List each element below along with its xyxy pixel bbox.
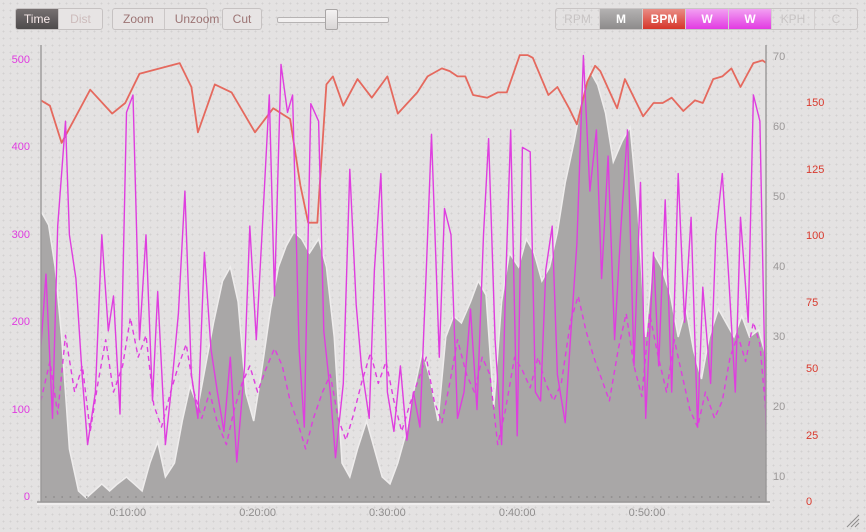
toggle-w-3[interactable]: W bbox=[685, 9, 728, 29]
series-altitude-edge bbox=[41, 69, 766, 500]
toggle-w-4[interactable]: W bbox=[728, 9, 771, 29]
time-tick-0:50:00: 0:50:00 bbox=[628, 507, 666, 519]
unzoom-button[interactable]: Unzoom bbox=[163, 9, 230, 29]
watts-tick-500: 500 bbox=[11, 54, 30, 66]
bpm-tick-75: 75 bbox=[806, 296, 819, 309]
watts-tick-200: 200 bbox=[11, 316, 30, 329]
series-power bbox=[41, 54, 766, 463]
cut-button[interactable]: Cut bbox=[222, 8, 262, 30]
toggle-kph-5[interactable]: KPH bbox=[771, 9, 814, 29]
series-power-smoothed bbox=[41, 295, 766, 450]
meters-tick-50: 50 bbox=[773, 191, 786, 203]
time-tick-0:20:00: 0:20:00 bbox=[239, 507, 276, 519]
toggle-rpm-0[interactable]: RPM bbox=[564, 12, 591, 26]
time-dist-group: Time Dist bbox=[15, 8, 103, 30]
time-tick-0:30:00: 0:30:00 bbox=[369, 507, 406, 519]
resize-grip-icon[interactable] bbox=[846, 514, 860, 528]
toggle-bpm-2[interactable]: BPM bbox=[642, 9, 685, 29]
bpm-tick-25: 25 bbox=[806, 429, 819, 442]
toggle-m-1[interactable]: M bbox=[599, 9, 642, 29]
meters-tick-60: 60 bbox=[773, 121, 786, 133]
watts-tick-300: 300 bbox=[11, 228, 30, 241]
series-altitude bbox=[41, 71, 766, 502]
bpm-tick-0: 0 bbox=[806, 496, 813, 508]
meters-tick-20: 20 bbox=[773, 401, 786, 413]
bpm-tick-50: 50 bbox=[806, 363, 819, 375]
series-heartrate bbox=[41, 54, 766, 224]
zoom-button[interactable]: Zoom bbox=[123, 12, 154, 26]
smoothing-slider[interactable] bbox=[277, 8, 389, 30]
zoom-group: Zoom Unzoom bbox=[112, 8, 219, 30]
meters-tick-70: 70 bbox=[773, 51, 786, 63]
toggle-c-6[interactable]: C bbox=[814, 9, 857, 29]
series-toggle-group: RPM M BPM W W KPH C bbox=[555, 8, 858, 30]
bpm-tick-100: 100 bbox=[806, 230, 825, 242]
meters-tick-40: 40 bbox=[773, 261, 786, 273]
bpm-tick-150: 150 bbox=[806, 97, 825, 109]
time-tick-0:10:00: 0:10:00 bbox=[109, 507, 147, 519]
bpm-tick-125: 125 bbox=[806, 163, 825, 176]
watts-tick-0: 0 bbox=[23, 491, 30, 503]
time-button[interactable]: Time bbox=[16, 9, 58, 29]
dist-button[interactable]: Dist bbox=[58, 9, 102, 29]
meters-tick-30: 30 bbox=[773, 331, 786, 343]
meters-tick-10: 10 bbox=[773, 471, 786, 483]
watts-tick-400: 400 bbox=[11, 141, 30, 154]
watts-tick-100: 100 bbox=[11, 403, 30, 416]
slider-handle[interactable] bbox=[325, 9, 338, 30]
time-tick-0:40:00: 0:40:00 bbox=[498, 507, 536, 519]
